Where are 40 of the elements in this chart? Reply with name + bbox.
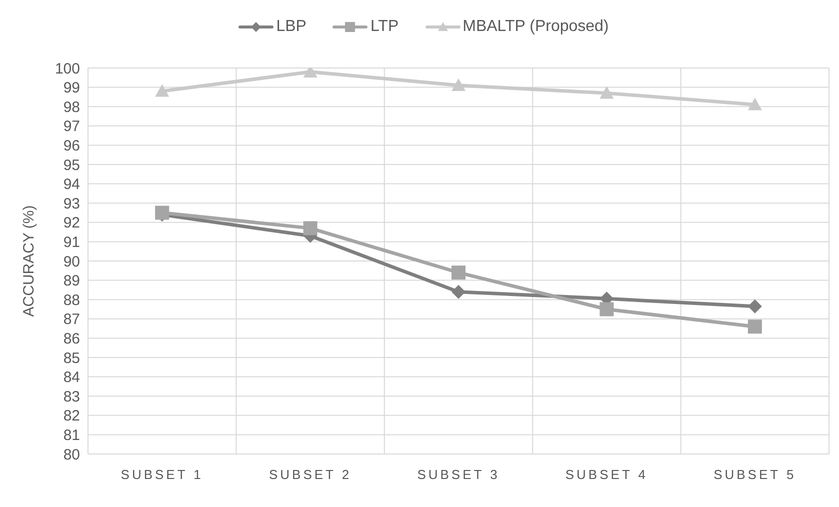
y-tick-label: 90 (63, 253, 80, 270)
x-tick-label: SUBSET 4 (565, 467, 648, 482)
y-tick-label: 91 (63, 234, 80, 252)
y-axis-title: ACCURACY (%) (20, 205, 38, 317)
y-tick-label: 100 (54, 60, 80, 78)
y-tick-label: 97 (63, 118, 80, 136)
x-tick-label: SUBSET 3 (417, 467, 500, 482)
x-tick-label: SUBSET 2 (268, 467, 352, 482)
y-tick-label: 99 (63, 80, 80, 97)
x-tick-label: SUBSET 1 (120, 467, 204, 482)
point (452, 266, 466, 280)
point (452, 284, 466, 299)
y-tick-label: 92 (63, 214, 80, 232)
y-tick-label: 81 (63, 427, 80, 444)
y-tick-label: 88 (63, 292, 80, 309)
y-tick-label: 80 (63, 446, 80, 464)
y-tick-label: 96 (63, 138, 80, 155)
y-tick-label: 83 (63, 388, 80, 406)
legend-label: LTP (369, 18, 399, 36)
y-tick-label: 89 (63, 272, 80, 290)
point (748, 299, 762, 314)
x-tick-label: SUBSET 5 (714, 467, 796, 482)
legend-label: MBALTP (Proposed) (462, 18, 609, 36)
y-tick-label: 95 (63, 156, 80, 174)
point (748, 98, 762, 110)
y-tick-label: 87 (63, 311, 80, 328)
y-tick-label: 86 (63, 330, 80, 348)
legend-label: LBP (275, 18, 306, 36)
y-tick-label: 93 (63, 195, 80, 212)
point (452, 78, 466, 91)
point (600, 86, 614, 99)
point (155, 84, 170, 97)
y-tick-label: 84 (63, 369, 80, 386)
y-tick-label: 85 (63, 350, 80, 367)
point (748, 320, 762, 334)
y-tick-label: 98 (63, 98, 80, 116)
point (303, 221, 318, 236)
point (600, 302, 614, 316)
y-tick-label: 82 (63, 408, 80, 425)
y-tick-label: 94 (63, 176, 80, 194)
